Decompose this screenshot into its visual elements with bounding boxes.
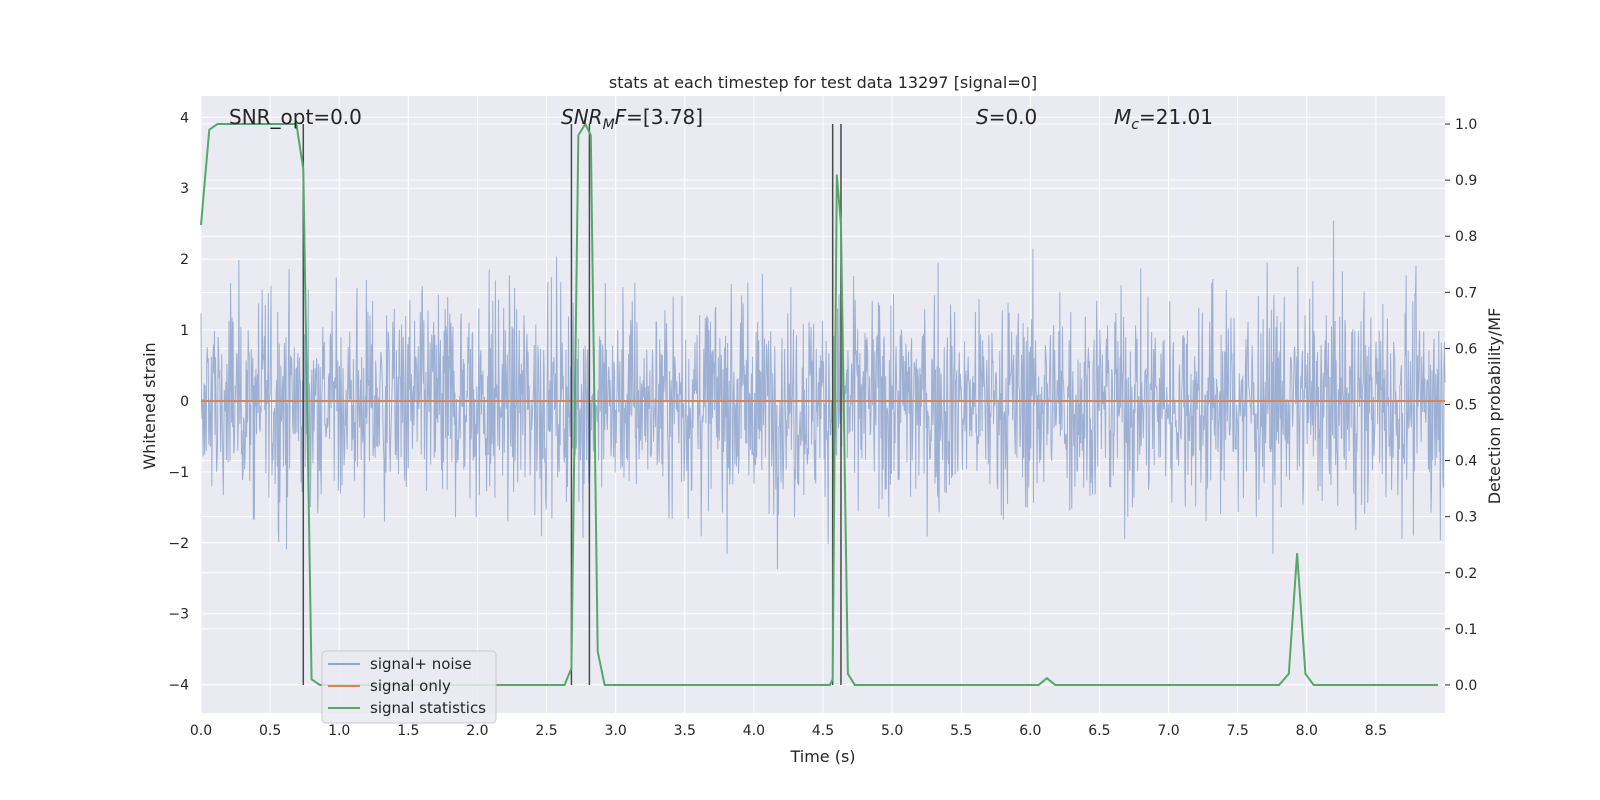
y-tick-label: 2 xyxy=(180,252,189,268)
legend: signal+ noise signal only signal statist… xyxy=(321,650,497,724)
y-axis-label: Whitened strain xyxy=(140,342,159,469)
x-tick-label: 2.5 xyxy=(535,723,557,739)
y2-tick-label: 0.6 xyxy=(1455,341,1477,357)
y2-tick-label: 1.0 xyxy=(1455,117,1477,133)
y-tick-labels: 4 3 2 1 0 −1 −2 −3 −4 xyxy=(168,110,189,693)
x-axis-label: Time (s) xyxy=(789,747,855,766)
y-tick-label: −4 xyxy=(168,678,189,694)
y-tick-label: 4 xyxy=(180,110,189,126)
series-signal-noise xyxy=(200,220,1446,570)
y-tick-label: 0 xyxy=(180,394,189,410)
series-signal-statistics xyxy=(200,121,1439,686)
y-tick-label: −1 xyxy=(168,465,189,481)
x-tick-label: 5.5 xyxy=(950,723,972,739)
y2-tick-label: 0.1 xyxy=(1455,622,1477,638)
x-tick-label: 4.5 xyxy=(812,723,834,739)
signal-noise-layer xyxy=(200,220,1446,570)
annotation-s: S=0.0 xyxy=(976,105,1037,129)
x-tick-label: 3.0 xyxy=(605,723,627,739)
y2-tick-labels: 1.0 0.9 0.8 0.7 0.6 0.5 0.4 0.3 0.2 0.1 0.0 xyxy=(1445,117,1477,694)
y-tick-label: −3 xyxy=(168,607,189,623)
x-tick-label: 0.5 xyxy=(259,723,281,739)
y-tick-label: −2 xyxy=(168,536,189,552)
y2-tick-label: 0.8 xyxy=(1455,229,1477,245)
x-tick-label: 6.5 xyxy=(1088,723,1110,739)
x-tick-label: 4.0 xyxy=(743,723,765,739)
annotation-snr-opt: SNR_opt=0.0 xyxy=(229,105,362,129)
y-tick-label: 1 xyxy=(180,323,189,339)
legend-label-signal-statistics: signal statistics xyxy=(370,699,486,717)
y2-tick-label: 0.0 xyxy=(1455,678,1477,694)
x-tick-label: 6.0 xyxy=(1019,723,1041,739)
signal-statistics-layer xyxy=(200,121,1439,686)
y2-axis-label: Detection probability/MF xyxy=(1485,308,1504,505)
annotation-snr-mf: SNRMF=[3.78] xyxy=(561,105,703,133)
x-tick-label: 8.0 xyxy=(1296,723,1318,739)
x-tick-label: 7.5 xyxy=(1227,723,1249,739)
x-tick-label: 5.0 xyxy=(881,723,903,739)
y2-tick-label: 0.3 xyxy=(1455,510,1477,526)
x-tick-label: 0.0 xyxy=(190,723,212,739)
legend-frame xyxy=(321,650,497,724)
legend-label-signal-only: signal only xyxy=(370,677,451,695)
y2-tick-label: 0.7 xyxy=(1455,285,1477,301)
x-tick-label: 8.5 xyxy=(1365,723,1387,739)
y2-tick-label: 0.5 xyxy=(1455,398,1477,414)
annotation-mc: Mc=21.01 xyxy=(1114,105,1213,133)
x-tick-label: 1.0 xyxy=(328,723,350,739)
y2-tick-label: 0.2 xyxy=(1455,566,1477,582)
y2-tick-label: 0.4 xyxy=(1455,454,1477,470)
x-tick-label: 1.5 xyxy=(397,723,419,739)
legend-label-signal-noise: signal+ noise xyxy=(370,655,472,673)
y2-tick-label: 0.9 xyxy=(1455,173,1477,189)
chart-title: stats at each timestep for test data 132… xyxy=(609,73,1037,92)
x-tick-label: 3.5 xyxy=(674,723,696,739)
x-tick-labels: 0.0 0.5 1.0 1.5 2.0 2.5 3.0 3.5 4.0 4.5 5.0 5.5 6.0 6… xyxy=(190,723,1387,739)
x-tick-label: 2.0 xyxy=(466,723,488,739)
x-tick-label: 7.0 xyxy=(1157,723,1179,739)
y-tick-label: 3 xyxy=(180,181,189,197)
